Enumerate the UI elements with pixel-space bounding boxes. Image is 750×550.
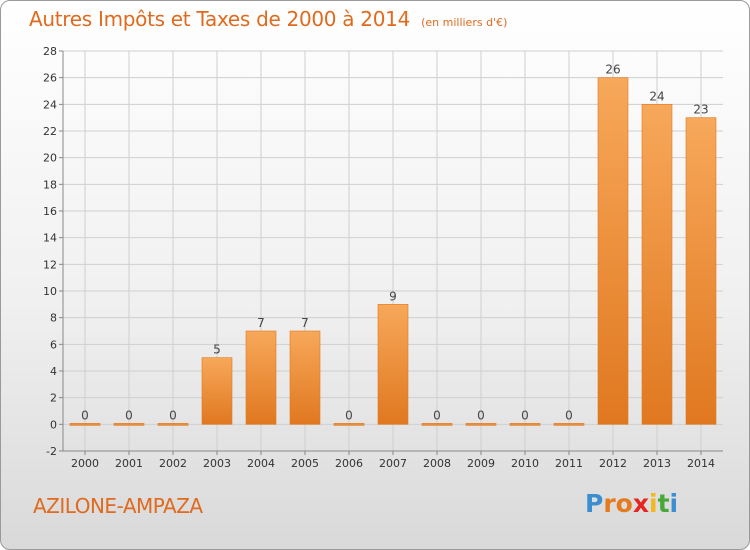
chart-title: Autres Impôts et Taxes de 2000 à 2014 (29, 7, 410, 31)
data-label: 0 (81, 408, 89, 422)
x-tick-label: 2011 (555, 457, 583, 470)
logo-letter: x (632, 489, 649, 518)
bar-2006 (333, 423, 365, 426)
data-label: 0 (125, 408, 133, 422)
data-label: 7 (257, 316, 265, 330)
x-tick-label: 2001 (115, 457, 143, 470)
bar-2011 (553, 423, 585, 426)
logo-letter: i (649, 489, 658, 518)
x-tick-label: 2005 (291, 457, 319, 470)
bar-2012 (597, 77, 629, 425)
data-label: 5 (213, 343, 221, 357)
bar-2008 (421, 423, 453, 426)
y-tick-label: 24 (43, 98, 57, 111)
bar-2001 (113, 423, 145, 426)
data-label: 26 (605, 63, 620, 77)
y-tick-label: 14 (43, 232, 57, 245)
chart-unit: (en milliers d'€) (421, 16, 508, 29)
y-tick-label: 10 (43, 285, 57, 298)
data-label: 24 (649, 89, 664, 103)
bar-2010 (509, 423, 541, 426)
y-tick-label: 28 (43, 45, 57, 58)
data-label: 0 (477, 408, 485, 422)
data-label: 0 (433, 408, 441, 422)
x-tick-label: 2008 (423, 457, 451, 470)
y-tick-label: -2 (46, 445, 57, 458)
data-label: 0 (565, 408, 573, 422)
data-label: 0 (169, 408, 177, 422)
logo-letter: r (603, 489, 616, 518)
place-name: AZILONE-AMPAZA (33, 494, 203, 518)
bars (69, 77, 717, 426)
x-tick-label: 2013 (643, 457, 671, 470)
y-tick-label: 18 (43, 178, 57, 191)
y-tick-label: 8 (50, 312, 57, 325)
x-tick-label: 2006 (335, 457, 363, 470)
logo-letter: t (657, 489, 670, 518)
y-tick-label: 22 (43, 125, 57, 138)
y-tick-label: 12 (43, 258, 57, 271)
y-tick-label: 26 (43, 72, 57, 85)
x-tick-label: 2010 (511, 457, 539, 470)
logo-letter: i (669, 489, 679, 518)
proxiti-logo[interactable]: Proxiti (585, 489, 678, 518)
y-tick-label: 6 (50, 338, 57, 351)
x-tick-label: 2007 (379, 457, 407, 470)
x-tick-label: 2009 (467, 457, 495, 470)
data-label: 7 (301, 316, 309, 330)
x-tick-label: 2002 (159, 457, 187, 470)
x-tick-label: 2003 (203, 457, 231, 470)
y-tick-label: 2 (50, 392, 57, 405)
chart-title-block: Autres Impôts et Taxes de 2000 à 2014 (e… (29, 7, 507, 31)
x-tick-label: 2012 (599, 457, 627, 470)
data-label: 0 (345, 408, 353, 422)
logo-letter: P (585, 489, 604, 518)
data-labels: 0 0 0 5 7 7 0 9 0 0 0 0 26 24 23 (81, 63, 708, 423)
bar-2007 (377, 304, 409, 425)
bar-2009 (465, 423, 497, 426)
bar-2004 (245, 330, 277, 425)
bar-2014 (685, 117, 717, 425)
logo-letter: o (615, 489, 633, 518)
y-tick-label: 20 (43, 152, 57, 165)
bar-2005 (289, 330, 321, 425)
y-tick-label: 4 (50, 365, 57, 378)
x-tick-label: 2004 (247, 457, 275, 470)
data-label: 23 (693, 103, 708, 117)
bar-2003 (201, 357, 233, 425)
x-tick-label: 2014 (687, 457, 715, 470)
data-label: 0 (521, 408, 529, 422)
bar-2002 (157, 423, 189, 426)
y-tick-label: 16 (43, 205, 57, 218)
bar-2000 (69, 423, 101, 426)
data-label: 9 (389, 289, 397, 303)
x-tick-label: 2000 (71, 457, 99, 470)
bar-2013 (641, 104, 673, 425)
y-tick-label: 0 (50, 418, 57, 431)
